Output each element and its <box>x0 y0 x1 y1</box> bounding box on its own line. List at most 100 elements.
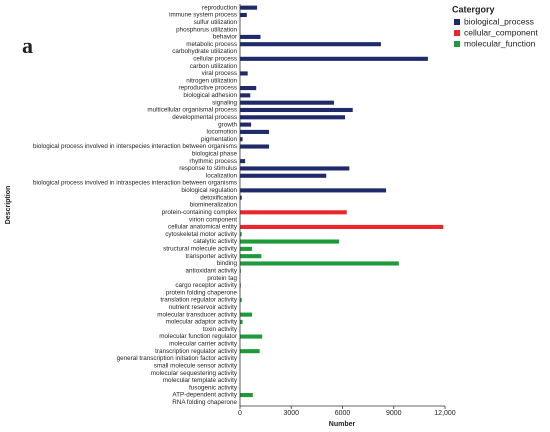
y-tick-label: cellular process <box>193 55 237 62</box>
y-tick-label: carbohydrate utilization <box>172 48 237 55</box>
y-tick-label: small molecule sensor activity <box>154 362 238 369</box>
y-tick-label: cellular anatomical entity <box>168 224 238 231</box>
y-tick-label: molecular adaptor activity <box>166 319 238 326</box>
bar <box>240 297 242 303</box>
y-tick-label: binding <box>217 260 238 267</box>
bar <box>240 334 263 339</box>
y-tick-label: phosphorus utilization <box>176 26 237 33</box>
bar <box>240 5 258 10</box>
bar <box>240 86 257 91</box>
y-tick-label: structural molecule activity <box>163 246 238 253</box>
y-tick-label: immune system process <box>169 12 237 19</box>
y-tick-label: detoxification <box>200 194 237 201</box>
y-tick-label: molecular transducer activity <box>157 311 238 318</box>
y-tick-label: biomineralization <box>190 202 238 209</box>
y-tick-label: molecular sequestering activity <box>151 370 238 377</box>
y-tick-label: developmental process <box>172 114 237 121</box>
y-tick-label: metabolic process <box>186 41 237 48</box>
y-axis-label: Description <box>5 186 12 225</box>
bar <box>240 56 428 61</box>
y-tick-label: response to stimulus <box>179 165 237 172</box>
y-tick-label: transporter activity <box>186 253 238 260</box>
y-tick-label: biological adhesion <box>183 92 237 99</box>
bar <box>240 42 381 47</box>
y-tick-label: molecular carrier activity <box>169 341 238 348</box>
y-tick-label: localization <box>206 172 238 179</box>
y-tick-label: biological process involved in interspec… <box>33 143 237 150</box>
y-tick-label: fusogenic activity <box>189 384 238 391</box>
y-tick-label: reproduction <box>202 4 238 11</box>
bar <box>240 188 387 193</box>
bar <box>240 71 248 76</box>
y-tick-label: growth <box>218 121 237 128</box>
bar <box>240 34 261 39</box>
bar <box>240 173 327 178</box>
x-tick-label: 12,000 <box>434 410 456 417</box>
y-tick-label: biological process involved in intraspec… <box>33 180 237 187</box>
y-tick-label: rhythmic process <box>189 158 237 165</box>
y-tick-label: protein-containing complex <box>162 209 238 216</box>
legend-swatch <box>454 30 460 36</box>
bar <box>240 144 270 149</box>
bar <box>240 159 246 164</box>
legend-label: cellular_component <box>464 27 538 37</box>
bar <box>240 195 242 200</box>
y-tick-label: general transcription initiation factor … <box>117 355 238 362</box>
y-tick-label: toxin activity <box>203 326 238 333</box>
y-tick-label: RNA folding chaperone <box>172 399 237 406</box>
bar <box>240 100 334 105</box>
bar <box>240 268 241 273</box>
x-axis-label: Number <box>329 421 356 428</box>
bar <box>240 392 253 398</box>
y-tick-label: cytoskeletal motor activity <box>165 231 238 238</box>
bar <box>240 261 399 266</box>
bar <box>240 93 251 98</box>
bar <box>240 319 243 324</box>
y-tick-label: nitrogen utilization <box>186 77 237 84</box>
bar <box>240 122 252 127</box>
y-tick-label: virion component <box>189 216 237 223</box>
bar <box>240 239 340 244</box>
bar <box>240 232 242 237</box>
legend-swatch <box>454 19 460 25</box>
y-tick-label: catalytic activity <box>193 238 238 245</box>
bar <box>240 246 252 251</box>
bar <box>240 107 353 113</box>
y-tick-label: viral process <box>202 70 237 77</box>
x-tick-label: 9000 <box>386 410 402 417</box>
bar <box>240 283 241 288</box>
y-tick-label: reproductive process <box>179 85 237 92</box>
bar <box>240 254 262 259</box>
y-tick-label: molecular template activity <box>163 377 238 384</box>
y-tick-label: molecular function regulator <box>159 333 237 340</box>
y-tick-label: ATP-dependent activity <box>172 392 237 399</box>
y-tick-label: biological regulation <box>181 187 237 194</box>
x-tick-label: 3000 <box>283 410 299 417</box>
y-tick-label: cargo receptor activity <box>175 282 237 289</box>
x-tick-label: 0 <box>238 410 242 417</box>
y-tick-label: protein tag <box>207 275 237 282</box>
legend-label: biological_process <box>464 16 534 26</box>
bar <box>240 129 270 134</box>
legend-title: Catergory <box>452 4 495 14</box>
bar <box>240 115 346 120</box>
y-tick-label: protein folding chaperone <box>166 289 238 296</box>
y-tick-label: carbon utilization <box>190 63 238 70</box>
y-tick-label: sulfur utilization <box>194 19 238 26</box>
panel-label: a <box>22 33 33 58</box>
y-tick-label: behavior <box>213 34 237 41</box>
bar <box>240 349 260 354</box>
y-tick-label: signaling <box>212 99 237 106</box>
y-tick-label: locomotion <box>207 129 238 136</box>
bar <box>240 210 347 215</box>
y-tick-label: nutrient reservoir activity <box>169 304 238 311</box>
y-tick-label: biological phase <box>192 151 238 158</box>
x-tick-label: 6000 <box>335 410 351 417</box>
bar <box>240 137 243 142</box>
y-tick-label: translation regulator activity <box>160 297 237 304</box>
bar <box>240 12 247 18</box>
bar <box>240 312 252 317</box>
bar <box>240 224 444 229</box>
y-tick-label: transcription regulator activity <box>155 348 238 355</box>
y-tick-label: pigmentation <box>201 136 238 143</box>
